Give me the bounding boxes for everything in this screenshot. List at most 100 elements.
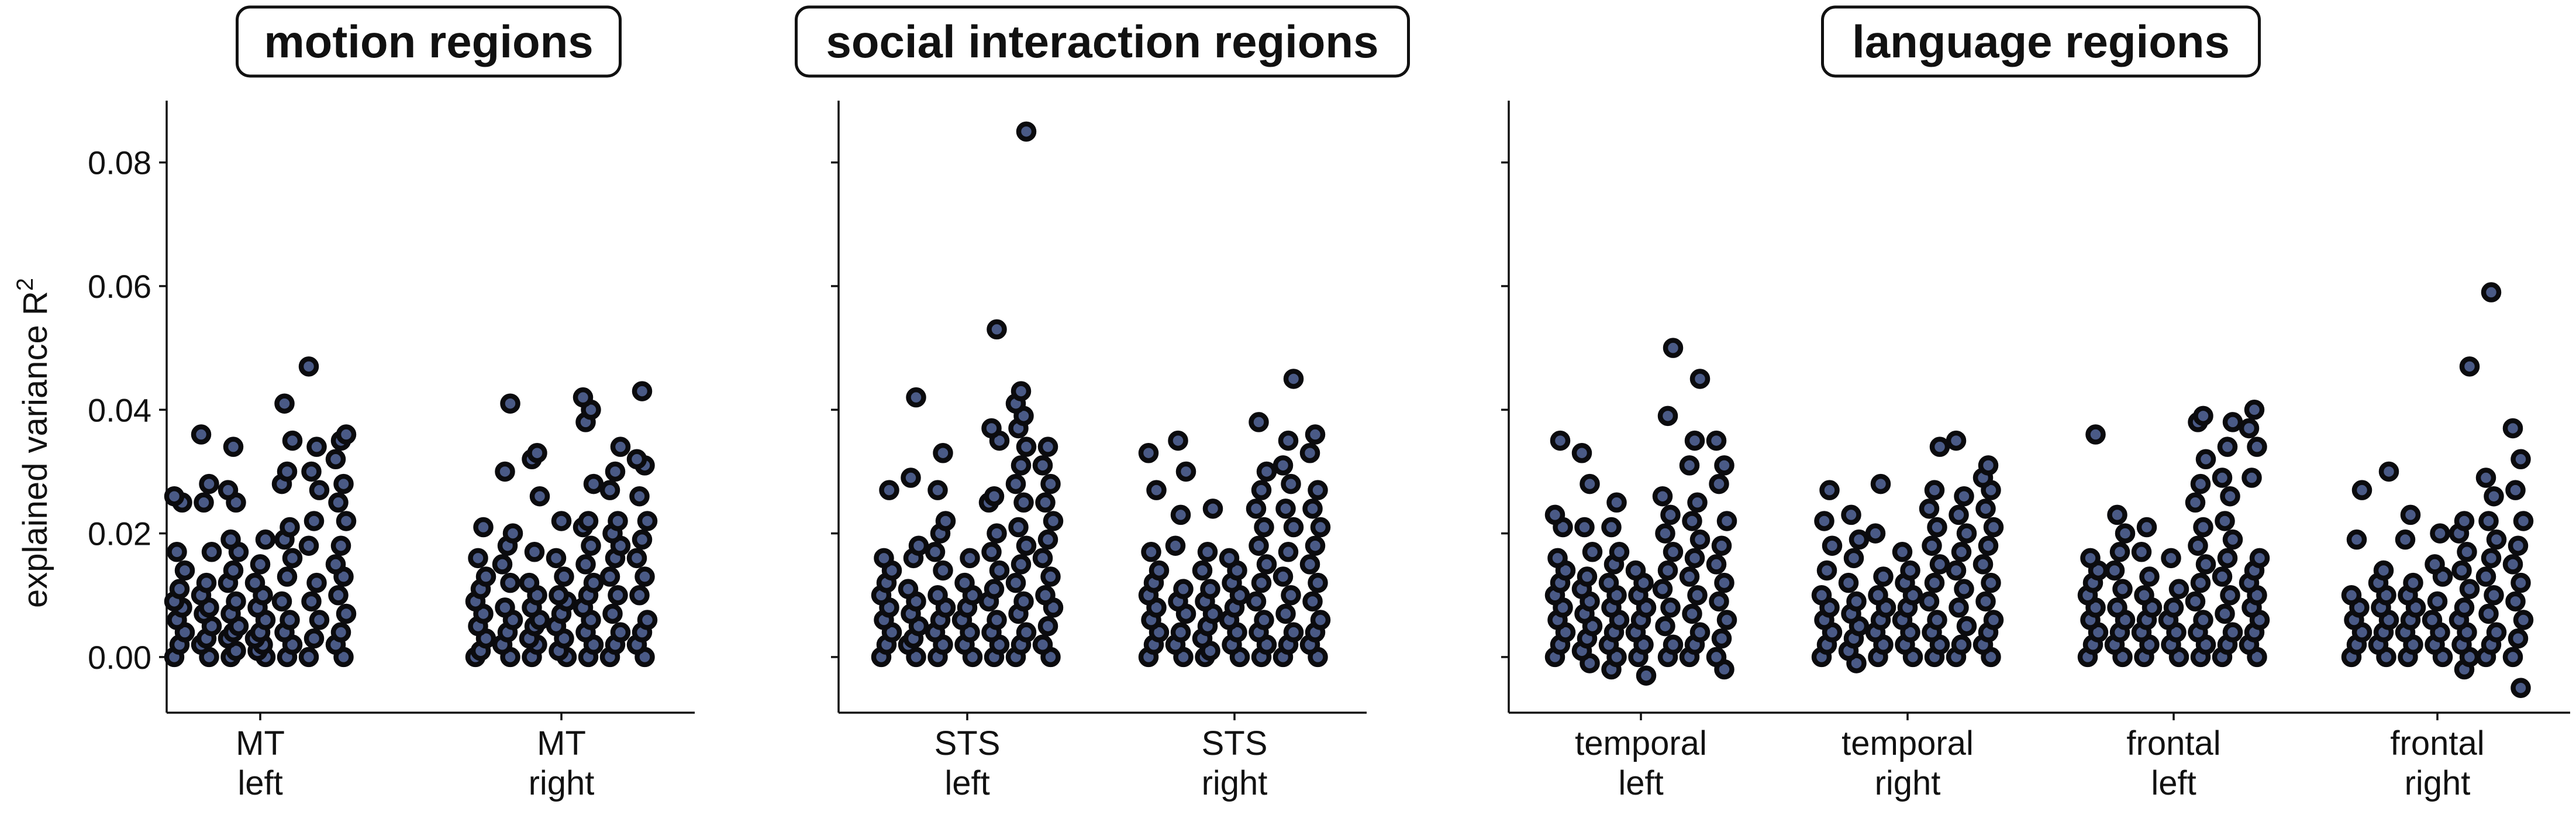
data-point — [223, 560, 244, 581]
data-point — [2161, 548, 2181, 569]
data-point — [1954, 486, 1974, 507]
data-point — [581, 535, 601, 556]
data-point — [1299, 442, 1320, 463]
data-point — [1283, 517, 1304, 538]
data-point — [1716, 511, 1737, 531]
data-point — [2212, 566, 2233, 587]
data-point — [1978, 535, 1999, 556]
data-point — [2188, 535, 2208, 556]
data-point — [1956, 616, 1977, 637]
panel-title-box — [236, 5, 622, 78]
data-point — [2502, 647, 2523, 668]
data-point — [1011, 381, 1032, 401]
data-point — [194, 492, 214, 513]
data-point — [626, 449, 647, 470]
data-point — [1684, 548, 1705, 569]
data-point — [1709, 473, 1729, 494]
data-point — [583, 572, 604, 593]
data-point — [1946, 430, 1967, 451]
data-point — [2513, 610, 2534, 630]
data-point — [637, 610, 658, 630]
data-point — [1849, 529, 1870, 550]
data-point — [2454, 597, 2475, 618]
x-tick-label-line1: temporal — [1842, 724, 1974, 762]
data-point — [1037, 616, 1058, 637]
y-axis-label: explained variance R2 — [12, 278, 54, 608]
data-point — [1900, 560, 1920, 581]
data-point — [935, 511, 956, 531]
data-point — [1838, 572, 1859, 593]
data-point — [1652, 486, 1673, 507]
data-point — [519, 572, 540, 593]
data-point — [2215, 603, 2235, 624]
data-point — [1202, 499, 1223, 519]
data-point — [1924, 480, 1945, 500]
data-point — [610, 622, 631, 642]
data-point — [573, 387, 594, 408]
data-point — [2185, 492, 2206, 513]
data-point — [301, 461, 322, 482]
data-point — [1706, 430, 1727, 451]
data-point — [1251, 572, 1272, 593]
data-point — [306, 572, 327, 593]
data-point — [1816, 560, 1837, 581]
data-point — [328, 585, 349, 606]
data-point — [1954, 579, 1974, 599]
data-point — [1035, 585, 1056, 606]
data-point — [1981, 572, 2001, 593]
data-point — [244, 572, 265, 593]
data-point — [2239, 418, 2260, 439]
data-point — [1037, 437, 1058, 457]
data-point — [1951, 542, 1972, 562]
data-point — [575, 554, 596, 575]
data-point — [1016, 437, 1037, 457]
data-point — [1305, 535, 1326, 556]
x-tick-label-line2: right — [529, 764, 595, 802]
data-point — [199, 473, 219, 494]
data-point — [529, 486, 550, 507]
data-point — [495, 597, 515, 618]
data-point — [1256, 461, 1277, 482]
data-point — [1929, 554, 1950, 575]
data-point — [1299, 554, 1320, 575]
data-point — [1302, 499, 1323, 519]
x-tick-label-line2: left — [1618, 764, 1663, 802]
data-point — [2454, 511, 2475, 531]
data-point — [1682, 511, 1702, 531]
data-point — [2222, 529, 2243, 550]
data-point — [925, 542, 946, 562]
data-point — [1550, 430, 1571, 451]
data-point — [1811, 585, 1832, 606]
data-point — [2484, 486, 2504, 507]
x-tick-label-line2: right — [2405, 764, 2471, 802]
data-point — [2220, 585, 2240, 606]
data-point — [1660, 504, 1681, 525]
data-point — [1814, 511, 1834, 531]
data-point — [960, 548, 980, 569]
y-tick-label: 0.06 — [88, 268, 151, 305]
data-point — [2502, 418, 2523, 439]
data-point — [933, 442, 953, 463]
data-point — [226, 591, 246, 612]
data-point — [1956, 523, 1977, 544]
data-point — [554, 566, 574, 587]
y-tick-label: 0.08 — [88, 145, 151, 181]
data-point — [1716, 610, 1737, 630]
data-point — [1547, 548, 1568, 569]
data-point — [1660, 597, 1681, 618]
data-point — [1601, 517, 1622, 538]
data-point — [1841, 504, 1861, 525]
data-point — [2222, 412, 2243, 432]
data-point — [2222, 622, 2243, 642]
data-point — [298, 356, 319, 377]
data-point — [2511, 572, 2531, 593]
data-point — [1200, 579, 1220, 599]
data-point — [1706, 647, 1727, 668]
data-point — [1246, 591, 1267, 612]
data-point — [901, 468, 921, 488]
data-point — [933, 560, 953, 581]
x-tick-label-line1: frontal — [2390, 724, 2484, 762]
data-point — [2115, 523, 2136, 544]
data-point — [546, 548, 567, 569]
data-point — [1305, 424, 1326, 445]
